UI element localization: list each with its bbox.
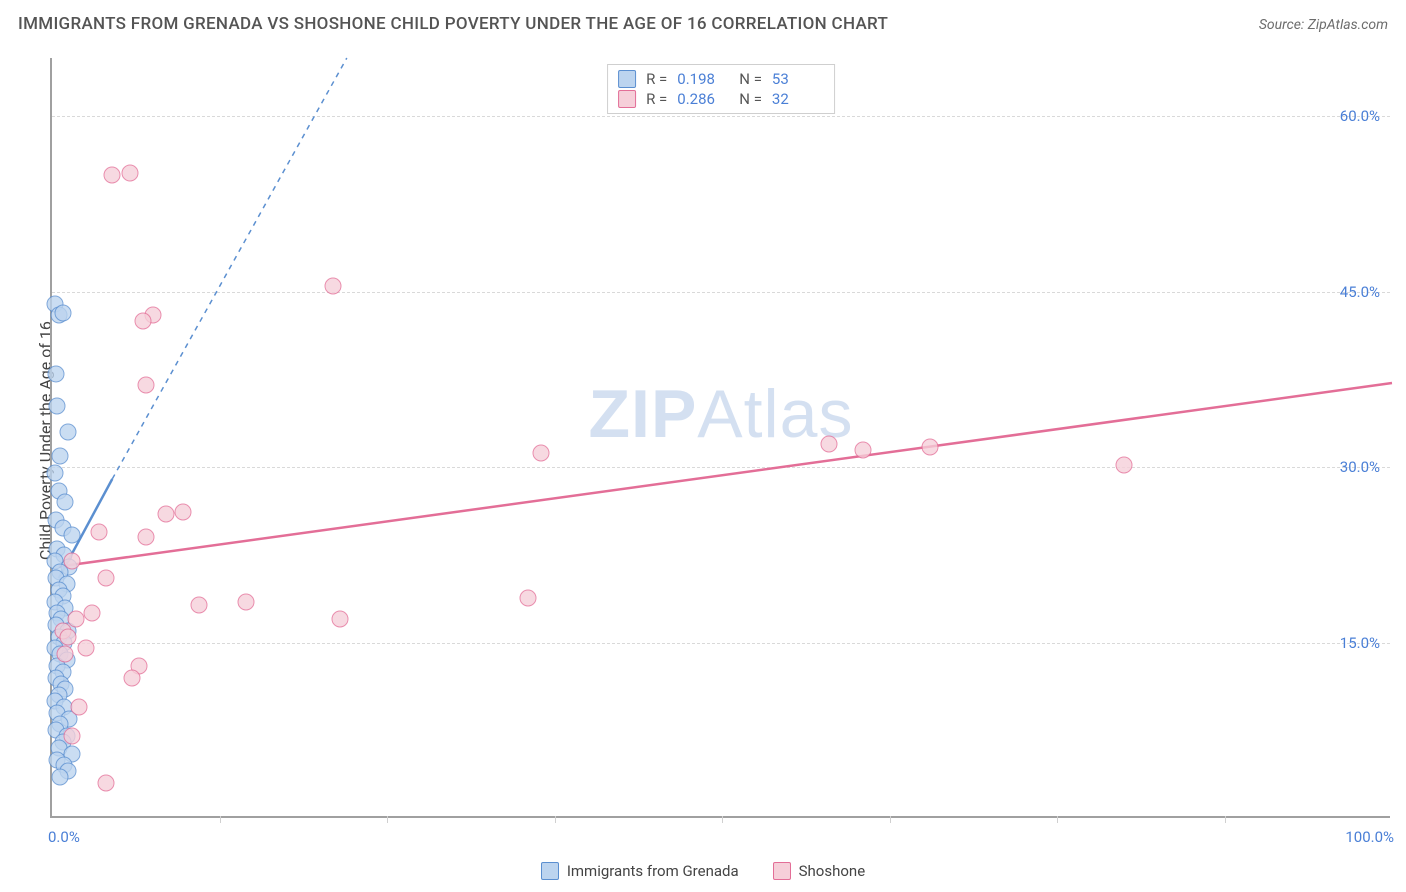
n-label: N = — [739, 70, 762, 88]
swatch-series-2 — [773, 862, 791, 880]
n-value-2: 32 — [772, 90, 824, 108]
y-tick-label: 60.0% — [1340, 107, 1380, 125]
data-point — [104, 166, 121, 183]
data-point — [77, 640, 94, 657]
stats-row: R = 0.198 N = 53 — [618, 69, 824, 89]
data-point — [64, 728, 81, 745]
legend-label-2: Shoshone — [799, 862, 866, 880]
plot-area: ZIPAtlas 15.0% 30.0% 45.0% 60.0% R = 0.198 … — [50, 58, 1390, 818]
data-point — [68, 611, 85, 628]
data-point — [57, 646, 74, 663]
n-label: N = — [739, 90, 762, 108]
data-point — [97, 570, 114, 587]
data-point — [519, 590, 536, 607]
n-value-1: 53 — [772, 70, 824, 88]
legend-label-1: Immigrants from Grenada — [567, 862, 739, 880]
data-point — [533, 445, 550, 462]
r-label: R = — [646, 90, 667, 108]
data-point — [135, 313, 152, 330]
gridline-h — [52, 467, 1390, 468]
data-point — [46, 465, 63, 482]
data-point — [49, 398, 66, 415]
y-tick-label: 45.0% — [1340, 283, 1380, 301]
source-name: ZipAtlas.com — [1308, 17, 1388, 33]
data-point — [191, 597, 208, 614]
data-point — [60, 424, 77, 441]
data-point — [84, 605, 101, 622]
data-point — [921, 439, 938, 456]
stats-row: R = 0.286 N = 32 — [618, 89, 824, 109]
x-tick-right: 100.0% — [1345, 828, 1394, 846]
r-value-1: 0.198 — [677, 70, 729, 88]
legend-item: Immigrants from Grenada — [541, 862, 739, 880]
data-point — [332, 611, 349, 628]
source-attribution: Source: ZipAtlas.com — [1259, 17, 1388, 33]
x-tick-mark — [1225, 816, 1226, 823]
r-value-2: 0.286 — [677, 90, 729, 108]
x-tick-mark — [555, 816, 556, 823]
gridline-h — [52, 643, 1390, 644]
watermark-bold: ZIP — [589, 376, 698, 452]
data-point — [1116, 456, 1133, 473]
x-tick-mark — [890, 816, 891, 823]
gridline-h — [52, 116, 1390, 117]
data-point — [70, 698, 87, 715]
data-point — [238, 593, 255, 610]
series-legend: Immigrants from Grenada Shoshone — [0, 862, 1406, 880]
legend-item: Shoshone — [773, 862, 866, 880]
data-point — [175, 503, 192, 520]
data-point — [52, 769, 69, 786]
x-tick-mark — [387, 816, 388, 823]
data-point — [54, 304, 71, 321]
data-point — [57, 494, 74, 511]
y-tick-label: 15.0% — [1340, 634, 1380, 652]
data-point — [157, 506, 174, 523]
x-tick-mark — [1057, 816, 1058, 823]
data-point — [60, 628, 77, 645]
stats-legend: R = 0.198 N = 53 R = 0.286 N = 32 — [607, 64, 835, 114]
data-point — [325, 278, 342, 295]
data-point — [137, 529, 154, 546]
swatch-series-1 — [618, 70, 636, 88]
watermark: ZIPAtlas — [589, 375, 854, 453]
gridline-h — [52, 292, 1390, 293]
data-point — [64, 552, 81, 569]
chart-title: IMMIGRANTS FROM GRENADA VS SHOSHONE CHIL… — [18, 14, 888, 34]
x-tick-mark — [220, 816, 221, 823]
data-point — [48, 365, 65, 382]
swatch-series-1 — [541, 862, 559, 880]
data-point — [64, 527, 81, 544]
x-tick-mark — [722, 816, 723, 823]
swatch-series-2 — [618, 90, 636, 108]
trend-lines-svg — [52, 58, 1390, 816]
data-point — [124, 669, 141, 686]
data-point — [821, 435, 838, 452]
y-tick-label: 30.0% — [1340, 458, 1380, 476]
x-tick-left: 0.0% — [48, 828, 80, 846]
data-point — [121, 164, 138, 181]
data-point — [137, 377, 154, 394]
data-point — [90, 523, 107, 540]
data-point — [97, 774, 114, 791]
r-label: R = — [646, 70, 667, 88]
data-point — [52, 447, 69, 464]
data-point — [854, 441, 871, 458]
source-label: Source: — [1259, 17, 1308, 33]
